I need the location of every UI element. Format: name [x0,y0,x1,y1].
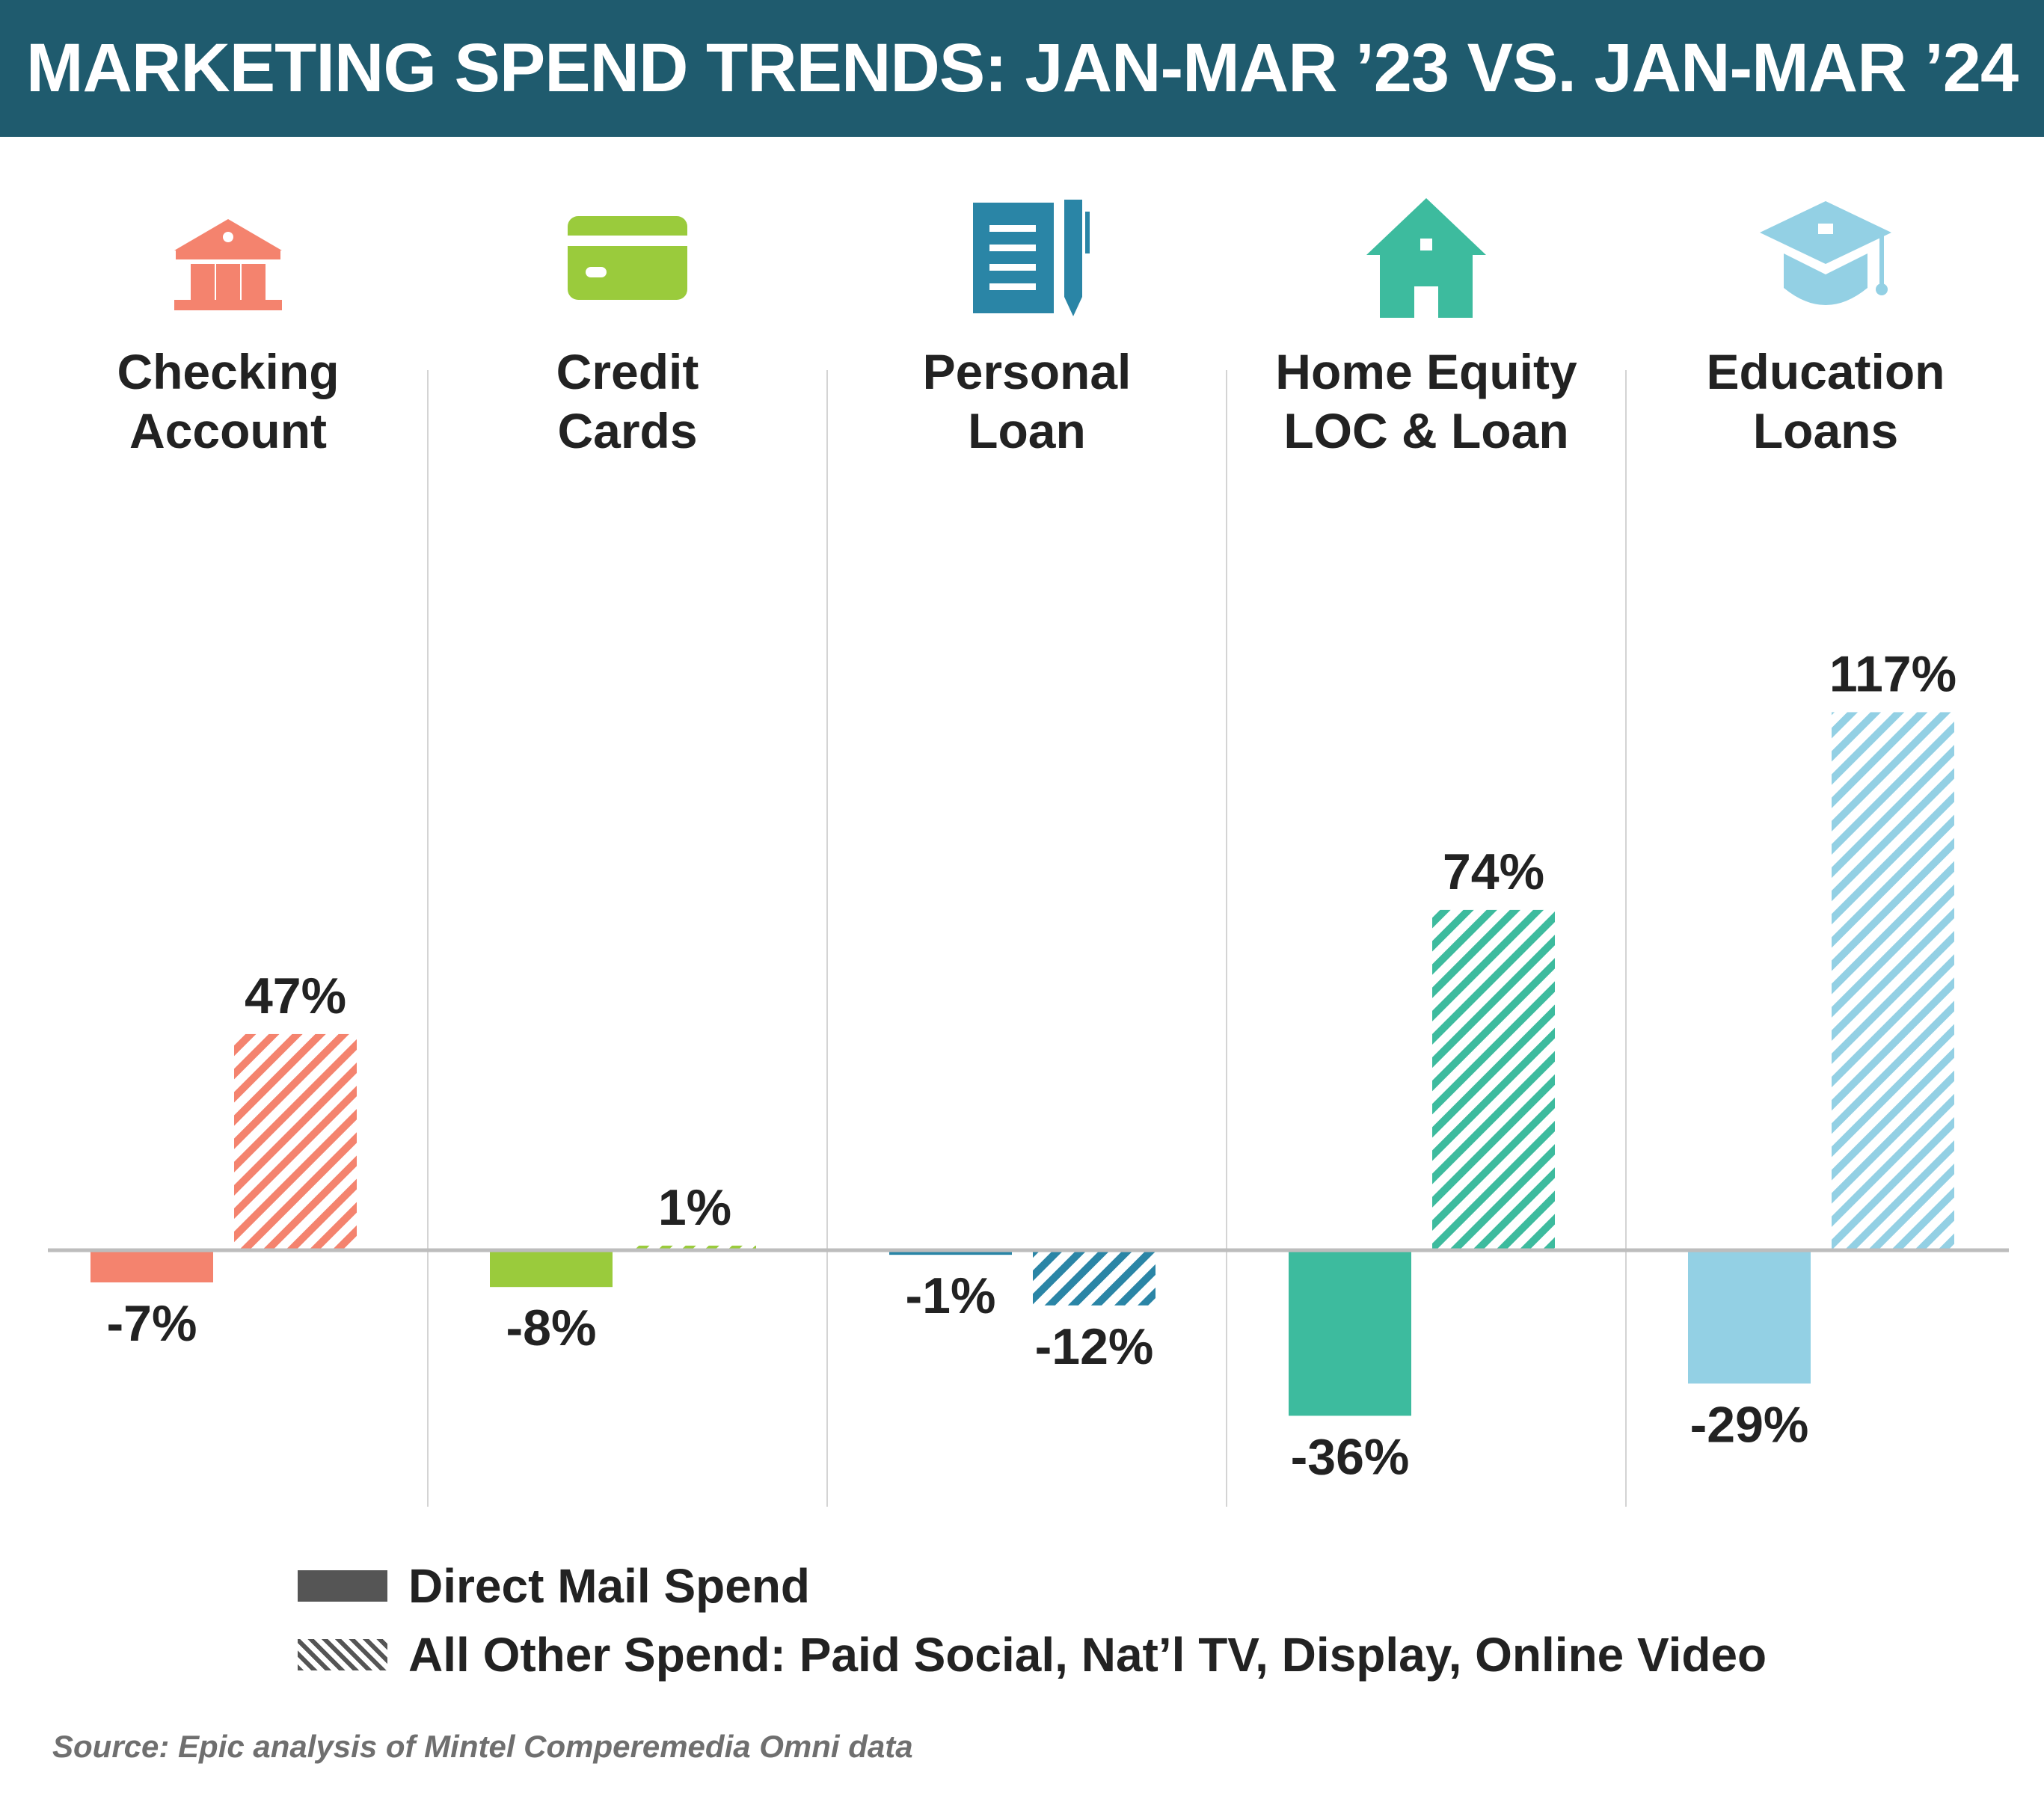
category-label: Credit [556,344,699,399]
bar-all-other [1832,712,1954,1250]
house-icon [1366,198,1486,318]
data-label: 74% [1443,843,1544,900]
data-label: -36% [1291,1428,1410,1485]
data-label: -7% [107,1295,197,1352]
bar-direct-mail [1289,1250,1411,1416]
category-label: Loans [1753,403,1898,458]
category-label: Personal [923,344,1132,399]
bar-all-other [234,1033,357,1250]
bank-icon [174,219,282,310]
page-title: MARKETING SPEND TRENDS: JAN-MAR ’23 VS. … [25,30,2019,106]
bar-direct-mail [90,1250,213,1283]
data-label: -29% [1690,1396,1809,1453]
graduation-cap-icon [1760,201,1891,305]
data-label: 117% [1829,645,1956,702]
data-label: 1% [658,1179,731,1236]
legend-item-direct-mail: Direct Mail Spend [298,1552,1767,1620]
notepad-pen-icon [973,200,1090,316]
source-note: Source: Epic analysis of Mintel Comperem… [52,1729,913,1764]
legend-item-all-other: All Other Spend: Paid Social, Nat’l TV, … [298,1620,1767,1689]
bar-all-other [1033,1250,1155,1306]
legend-label: All Other Spend: Paid Social, Nat’l TV, … [408,1628,1767,1682]
bar-all-other [633,1245,756,1250]
header-banner: MARKETING SPEND TRENDS: JAN-MAR ’23 VS. … [0,0,2044,137]
legend: Direct Mail Spend All Other Spend: Paid … [298,1552,1767,1689]
category-label: Home Equity [1275,344,1577,399]
category-label: Account [129,403,327,458]
bar-direct-mail [490,1250,613,1288]
legend-swatch-hatched [298,1639,387,1670]
bar-direct-mail [1688,1250,1811,1384]
category-label: Loan [968,403,1086,458]
legend-swatch-solid [298,1570,387,1602]
bar-direct-mail [889,1250,1012,1255]
legend-label: Direct Mail Spend [408,1559,810,1613]
category-label: Checking [117,344,339,399]
category-label: Education [1706,344,1945,399]
data-label: 47% [245,968,346,1024]
bar-all-other [1432,909,1555,1250]
data-label: -8% [506,1300,597,1356]
category-label: Cards [557,403,697,458]
data-label: -12% [1035,1318,1154,1375]
credit-card-icon [568,216,687,300]
data-label: -1% [906,1267,996,1324]
category-label: LOC & Loan [1283,403,1568,458]
